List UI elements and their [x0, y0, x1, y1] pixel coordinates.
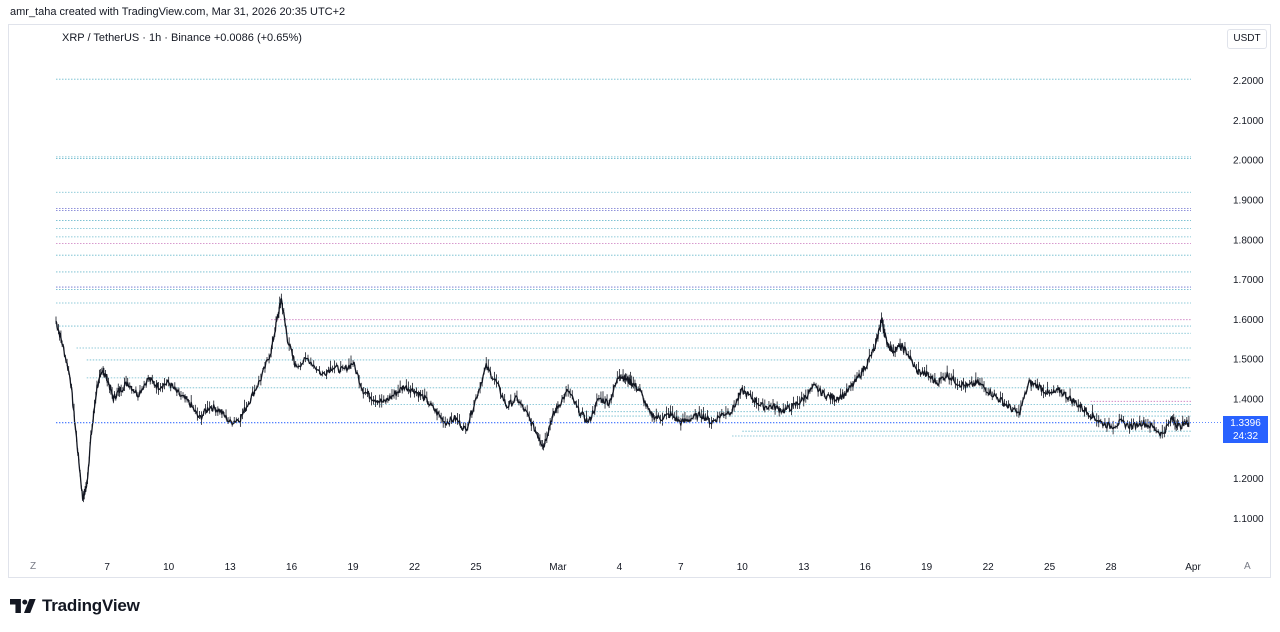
price-tick-label: 1.6000 [1233, 315, 1264, 326]
price-series-layer [55, 293, 1222, 503]
time-tick-label: 22 [409, 562, 421, 573]
horizontal-levels-layer [56, 78, 1191, 437]
time-tick-label: 16 [286, 562, 298, 573]
chart-author-line: amr_taha created with TradingView.com, M… [10, 6, 346, 18]
time-tick-label: 22 [983, 562, 995, 573]
price-tick-label: 1.2000 [1233, 474, 1264, 485]
time-tick-label: 25 [1044, 562, 1056, 573]
time-tick-label: 25 [470, 562, 482, 573]
price-tick-label: 1.9000 [1233, 195, 1264, 206]
bar-countdown: 24:32 [1232, 431, 1259, 442]
price-tick-label: 2.2000 [1233, 76, 1264, 87]
time-axis-ticks: 7 10 13 16 19 22 25 Mar 4 7 10 13 16 19 22 25 28 Apr [104, 562, 1201, 573]
last-price-label: 1.3396 24:32 [1223, 416, 1268, 443]
time-tick-label: 4 [617, 562, 623, 573]
time-tick-label: 10 [163, 562, 175, 573]
time-tick-label: 10 [737, 562, 749, 573]
time-tick-label: 28 [1105, 562, 1117, 573]
price-tick-label: 1.4000 [1233, 395, 1264, 406]
time-tick-label: 7 [678, 562, 684, 573]
tradingview-brand: TradingView [10, 596, 140, 616]
price-tick-label: 1.1000 [1233, 514, 1264, 525]
time-tick-label: 16 [860, 562, 872, 573]
tradingview-logo-icon [10, 599, 36, 613]
currency-button[interactable]: USDT [1227, 29, 1267, 49]
price-tick-label: 1.7000 [1233, 275, 1264, 286]
time-tick-label: 19 [921, 562, 933, 573]
price-tick-label: 2.0000 [1233, 156, 1264, 167]
symbol-title[interactable]: XRP / TetherUS · 1h · Binance +0.0086 (+… [62, 32, 302, 44]
last-price-value: 1.3396 [1230, 418, 1261, 429]
chart-frame [8, 24, 1271, 578]
time-tick-label: Mar [549, 562, 567, 573]
brand-text: TradingView [42, 596, 140, 615]
price-line [55, 297, 1190, 500]
auto-scale-button[interactable]: A [1244, 561, 1251, 572]
price-tick-label: 1.8000 [1233, 235, 1264, 246]
time-tick-label: 13 [225, 562, 237, 573]
time-tick-label: 19 [347, 562, 359, 573]
time-tick-label: Apr [1185, 562, 1201, 573]
price-tick-label: 2.1000 [1233, 116, 1264, 127]
time-tick-label: 13 [798, 562, 810, 573]
price-axis-ticks: 2.2000 2.1000 2.0000 1.9000 1.8000 1.7000 1.60… [1233, 76, 1264, 525]
price-tick-label: 1.5000 [1233, 355, 1264, 366]
time-tick-label: 7 [104, 562, 110, 573]
time-zone-button[interactable]: Z [30, 561, 37, 572]
